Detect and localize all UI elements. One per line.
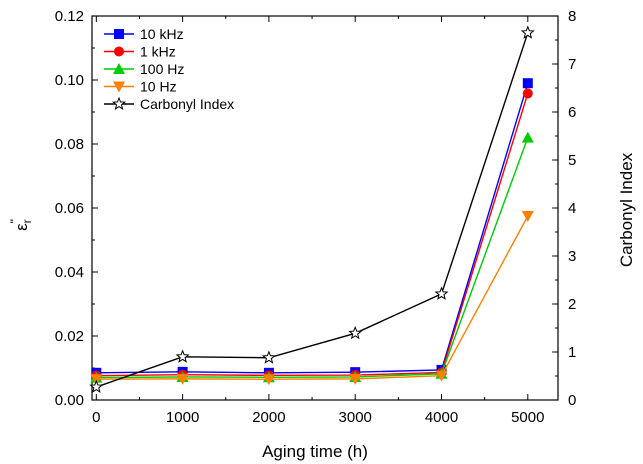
y-tick-label: 0.04	[55, 264, 84, 281]
y-axis-label-sup: "	[8, 219, 22, 223]
data-point	[434, 286, 449, 300]
y-axis-label-main: ε	[12, 223, 31, 231]
legend-marker	[114, 46, 124, 57]
y-tick-label: 0.10	[55, 72, 84, 89]
data-point	[176, 373, 189, 385]
legend-item: 10 Hz	[104, 79, 177, 95]
y-axis-label-sub: r	[20, 219, 34, 223]
x-tick-label: 3000	[339, 409, 372, 426]
data-point	[89, 379, 104, 393]
y2-tick-label: 3	[568, 248, 576, 265]
x-tick-label: 4000	[425, 409, 458, 426]
series-line	[96, 137, 529, 379]
y-tick-label: 0.06	[55, 200, 84, 217]
y-tick-label: 0.08	[55, 136, 84, 153]
legend-label: 1 kHz	[140, 44, 176, 60]
y2-tick-label: 1	[568, 344, 576, 361]
series-10-khz	[91, 78, 533, 378]
data-point	[261, 350, 276, 364]
x-tick-label: 0	[92, 409, 100, 426]
y2-tick-label: 8	[568, 8, 576, 25]
legend-item: Carbonyl Index	[104, 96, 234, 112]
data-point	[522, 78, 533, 89]
y2-tick-label: 4	[568, 200, 576, 217]
series-line	[96, 215, 529, 380]
series-carbonyl-index	[89, 25, 535, 393]
series-line	[96, 93, 529, 377]
legend-item: 10 kHz	[104, 26, 184, 42]
svg-text:εr": εr"	[8, 219, 34, 231]
x-axis-label: Aging time (h)	[262, 442, 368, 461]
data-point	[349, 373, 362, 385]
data-point	[262, 374, 275, 386]
y2-tick-label: 5	[568, 152, 576, 169]
y2-tick-label: 6	[568, 104, 576, 121]
x-tick-label: 1000	[166, 409, 199, 426]
series-10-hz	[90, 211, 534, 386]
data-point	[522, 88, 533, 99]
axes-layer: 0 1000 2000 3000 4000 5000 0.00 0.02 0.04 0.06 0.0…	[55, 8, 577, 426]
data-point	[435, 370, 448, 382]
legend-label: Carbonyl Index	[140, 96, 234, 112]
data-point	[175, 349, 190, 363]
y2-tick-label: 7	[568, 56, 576, 73]
data-point	[521, 131, 534, 143]
legend-label: 10 kHz	[140, 26, 184, 42]
series-layer	[89, 25, 535, 393]
data-point	[521, 211, 534, 222]
y2-tick-label: 0	[568, 392, 576, 409]
y-tick-label: 0.02	[55, 328, 84, 345]
y2-tick-label: 2	[568, 296, 576, 313]
y-axis-label: εr"	[8, 219, 34, 231]
legend-marker	[113, 63, 125, 74]
legend-marker	[113, 81, 125, 93]
x-tick-label: 2000	[252, 409, 285, 426]
series-1-khz	[91, 88, 533, 381]
y-tick-label: 0.12	[55, 8, 84, 25]
legend-item: 1 kHz	[104, 44, 176, 60]
series-line	[96, 32, 529, 388]
legend-label: 100 Hz	[140, 61, 184, 77]
legend-marker	[114, 29, 124, 39]
data-point	[520, 25, 535, 39]
x-tick-label: 5000	[511, 409, 544, 426]
data-point	[348, 325, 363, 340]
legend-label: 10 Hz	[140, 79, 177, 95]
series-line	[96, 82, 529, 374]
y2-axis-label: Carbonyl Index	[617, 152, 636, 267]
y-tick-label: 0.00	[55, 392, 84, 409]
legend-item: 100 Hz	[104, 61, 184, 77]
legend-marker	[111, 96, 127, 110]
